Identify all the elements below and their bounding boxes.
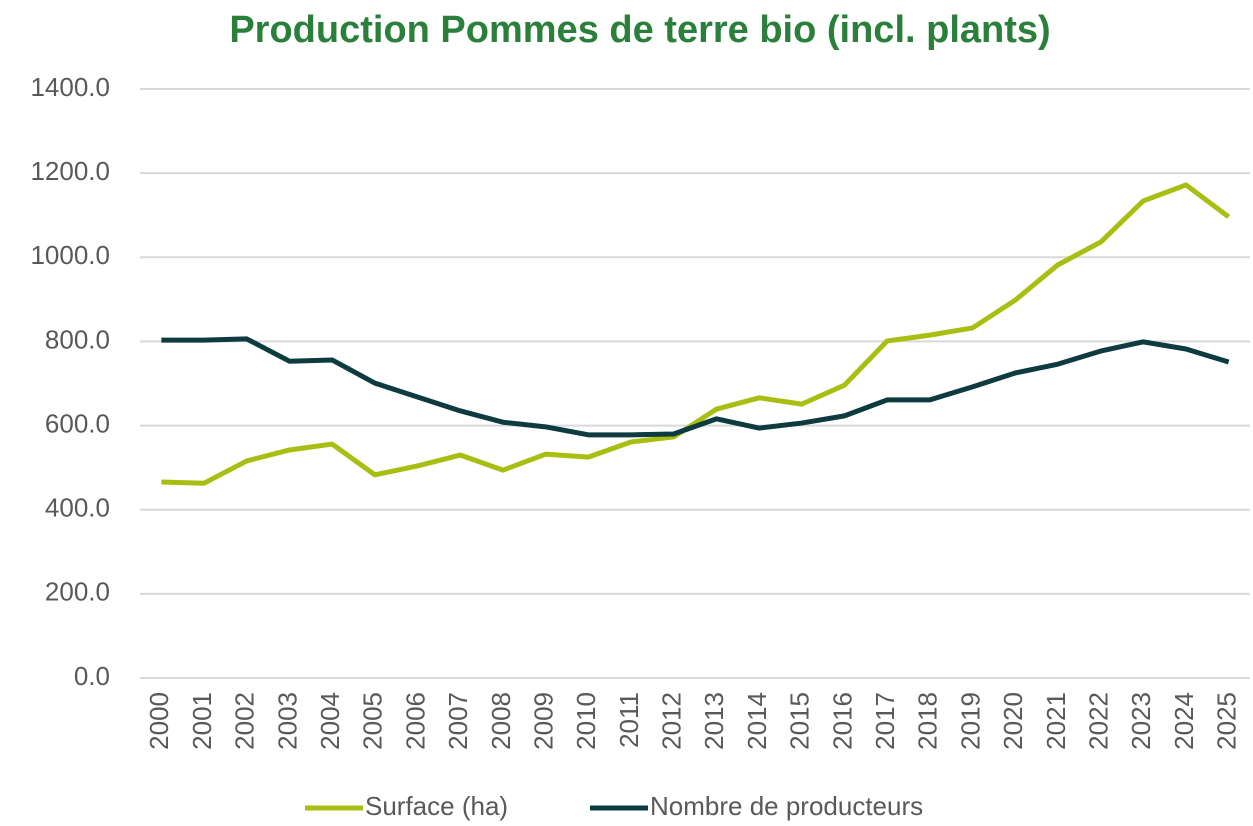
y-tick-label: 1200.0 [30,156,110,186]
x-tick-label: 2021 [1041,692,1071,750]
x-tick-label: 2011 [614,692,644,748]
x-tick-label: 2008 [486,692,516,750]
chart-title: Production Pommes de terre bio (incl. pl… [229,9,1050,51]
x-tick-label: 2001 [187,692,217,750]
x-tick-label: 2018 [913,692,943,750]
x-tick-label: 2014 [742,692,772,750]
x-tick-label: 2000 [144,692,174,750]
x-tick-label: 2020 [998,692,1028,750]
x-tick-label: 2006 [400,692,430,750]
y-tick-label: 800.0 [45,324,110,354]
x-tick-label: 2013 [699,692,729,750]
series-line [161,336,1230,438]
x-tick-label: 2007 [443,692,473,750]
x-tick-label: 2005 [358,692,388,750]
x-tick-label: 2009 [528,692,558,750]
series-line [161,182,1231,486]
y-tick-label: 1400.0 [30,72,110,102]
x-tick-label: 2025 [1212,692,1242,750]
x-tick-label: 2023 [1126,692,1156,750]
y-tick-label: 0.0 [74,661,110,691]
x-tick-label: 2002 [230,692,260,750]
x-tick-label: 2019 [955,692,985,750]
x-tick-label: 2010 [571,692,601,750]
x-tick-label: 2017 [870,692,900,750]
x-tick-label: 2022 [1083,692,1113,750]
legend-label: Nombre de producteurs [650,791,923,821]
y-tick-label: 200.0 [45,577,110,607]
x-tick-label: 2016 [827,692,857,750]
y-tick-label: 400.0 [45,493,110,523]
y-tick-label: 600.0 [45,408,110,438]
x-tick-label: 2003 [272,692,302,750]
x-tick-label: 2015 [785,692,815,750]
legend-label: Surface (ha) [365,791,508,821]
y-tick-label: 1000.0 [30,240,110,270]
x-tick-label: 2024 [1169,692,1199,750]
x-tick-label: 2012 [657,692,687,750]
x-tick-label: 2004 [315,692,345,750]
